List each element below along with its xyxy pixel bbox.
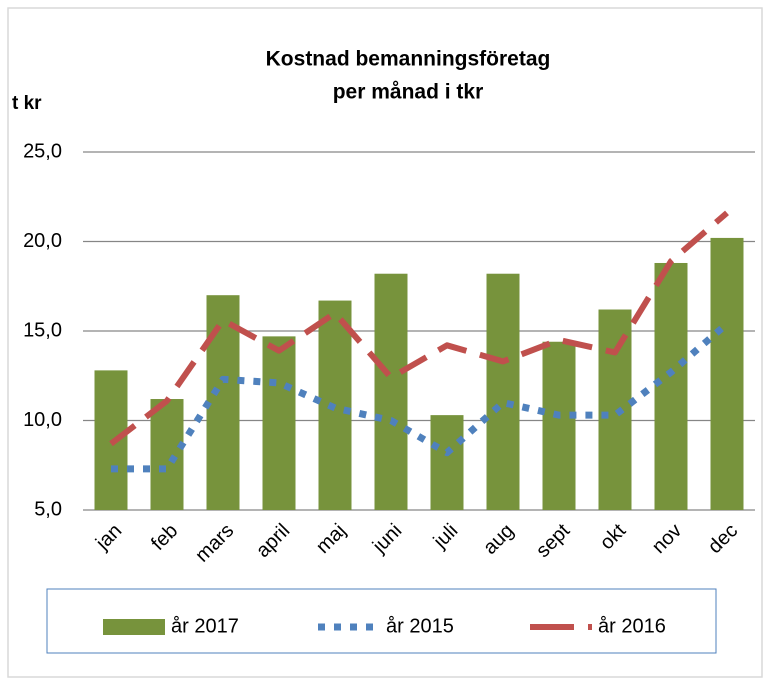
y-tick-label: 10,0 — [23, 409, 62, 431]
line — [111, 321, 730, 473]
bar — [486, 273, 520, 510]
legend-label: år 2016 — [598, 615, 666, 637]
bar — [654, 262, 688, 510]
legend-label: år 2015 — [386, 615, 454, 637]
legend-swatch — [103, 619, 165, 635]
y-tick-label: 25,0 — [23, 140, 62, 162]
y-axis-label: t kr — [12, 93, 42, 114]
y-tick-label: 5,0 — [34, 498, 62, 520]
bar — [542, 341, 576, 510]
legend-label: år 2017 — [171, 615, 239, 637]
bar — [598, 309, 632, 510]
y-tick-label: 20,0 — [23, 230, 62, 252]
bar — [262, 336, 296, 510]
bar — [374, 273, 408, 510]
line — [109, 210, 729, 447]
bar — [710, 237, 744, 511]
bar — [150, 399, 184, 510]
legend-box — [46, 588, 717, 654]
chart-title: per månad i tkr — [333, 81, 484, 104]
bar — [430, 415, 464, 510]
y-tick-label: 15,0 — [23, 319, 62, 341]
chart-title: Kostnad bemanningsföretag — [266, 48, 551, 71]
